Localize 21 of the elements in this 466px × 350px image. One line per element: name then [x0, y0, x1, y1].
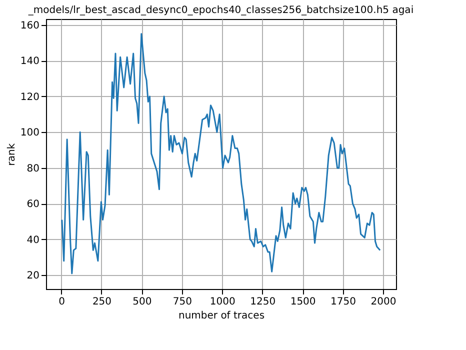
chart-title: _models/lr_best_ascad_desync0_epochs40_classes256_batchsize100.h5 agai [27, 5, 414, 16]
y-axis-title: rank [6, 143, 18, 166]
x-tick-label: 1000 [210, 296, 236, 308]
x-tick-label: 1500 [290, 296, 316, 308]
y-tick-label: 120 [20, 92, 40, 103]
y-tick-label: 100 [20, 128, 40, 139]
x-tick-label: 0 [58, 296, 65, 308]
y-tick-label: 80 [26, 163, 40, 174]
x-tick-label: 750 [172, 296, 192, 308]
x-tick-label: 1750 [330, 296, 356, 308]
x-tick-label: 500 [132, 296, 152, 308]
y-tick-label: 140 [20, 56, 40, 68]
line-series [61, 33, 381, 274]
y-tick-label: 160 [20, 20, 40, 32]
x-axis-title: number of traces [178, 310, 265, 322]
y-tick-label: 20 [26, 270, 40, 282]
x-tick-label: 1250 [250, 296, 276, 308]
y-tick-label: 40 [26, 234, 40, 246]
x-tick-label: 250 [92, 296, 112, 308]
x-tick-label: 2000 [370, 296, 396, 308]
y-tick-label: 60 [26, 199, 40, 210]
